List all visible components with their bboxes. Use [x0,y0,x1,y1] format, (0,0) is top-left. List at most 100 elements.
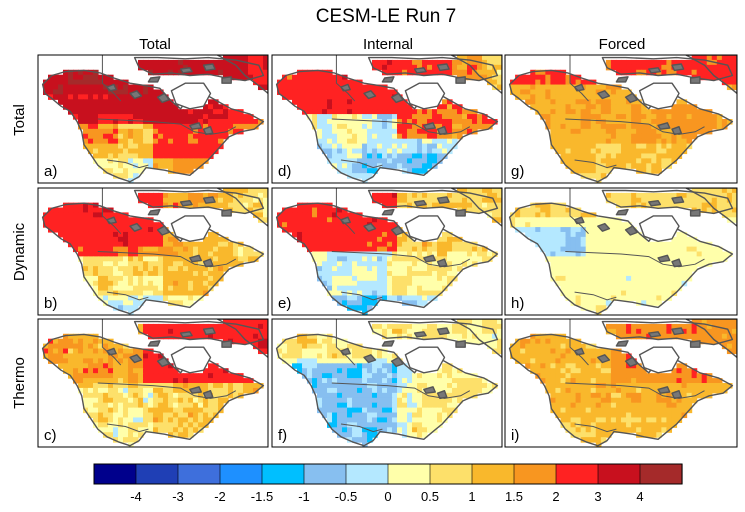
field-cell [530,212,536,218]
field-cell [297,338,303,345]
field-cell [98,236,104,243]
field-cell [525,217,531,223]
field-cell [422,64,428,71]
field-cell [605,246,612,253]
field-cell [258,55,264,61]
field-cell [307,202,313,209]
lake [156,225,170,236]
field-cell [103,348,109,355]
field-cell [58,227,64,233]
field-cell [103,285,109,292]
field-cell [118,266,124,272]
field-cell [128,84,134,91]
field-cell [203,109,209,115]
field-cell [123,353,129,359]
field-cell [98,383,104,389]
field-cell [337,163,343,169]
field-cell [332,285,338,292]
field-cell [651,109,657,115]
field-cell [208,59,214,66]
field-cell [103,138,109,145]
field-cell [332,119,338,125]
field-cell [83,69,89,76]
field-cell [457,192,463,199]
field-cell [178,114,184,120]
field-cell [442,241,448,248]
field-cell [128,275,134,282]
field-cell [550,236,557,243]
field-cell [560,99,567,105]
field-cell [178,427,184,433]
field-cell [103,114,109,120]
field-cell [686,104,693,110]
field-cell [452,323,458,330]
field-cell [248,55,254,61]
field-cell [417,138,423,145]
field-cell [138,94,144,100]
field-cell [183,397,189,404]
field-cell [681,104,688,110]
field-cell [68,79,74,86]
field-cell [88,99,94,105]
field-cell [317,99,323,105]
field-cell [560,256,567,262]
us-canada-border [331,118,471,135]
field-cell [615,222,622,228]
field-cell [681,241,688,248]
field-cell [193,328,199,335]
field-cell [178,256,184,262]
field-cell [565,231,572,238]
field-cell [432,148,438,155]
field-cell [565,104,572,110]
field-cell [153,280,159,287]
field-cell [585,241,592,248]
field-cell [447,373,453,379]
field-cell [98,338,104,345]
field-cell [467,207,473,214]
field-cell [277,212,283,218]
field-cell [636,197,642,204]
field-cell [382,348,388,355]
field-cell [218,109,224,115]
field-cell [103,143,109,150]
field-cell [173,246,179,253]
field-cell [731,69,737,76]
field-cell [636,275,642,282]
greenland-coastline [450,188,502,227]
field-cell [103,148,109,155]
field-cell [487,387,493,394]
field-cell [183,59,189,66]
field-cell [203,280,209,287]
field-cell [452,368,458,374]
field-cell [332,138,338,145]
field-cell [711,202,718,209]
field-cell [457,55,463,61]
field-cell [68,69,74,76]
field-cell [397,192,403,199]
field-cell [123,231,129,238]
field-cell [133,168,139,174]
field-cell [676,266,683,272]
field-cell [646,261,652,267]
field-cell [53,338,59,345]
field-cell [432,133,438,140]
field-cell [123,84,129,91]
field-cell [626,197,632,204]
field-cell [163,412,169,419]
field-cell [626,163,632,169]
field-cell [636,251,642,257]
field-cell [432,128,438,135]
field-cell [661,241,667,248]
field-cell [641,64,647,71]
field-cell [218,114,224,120]
field-cell [173,163,179,169]
field-cell [113,417,119,423]
field-cell [565,89,572,95]
field-cell [83,402,89,409]
field-cell [73,222,79,228]
field-cell [605,222,612,228]
field-cell [610,138,617,145]
field-cell [143,123,149,130]
field-cell [332,348,338,355]
field-cell [482,114,488,120]
